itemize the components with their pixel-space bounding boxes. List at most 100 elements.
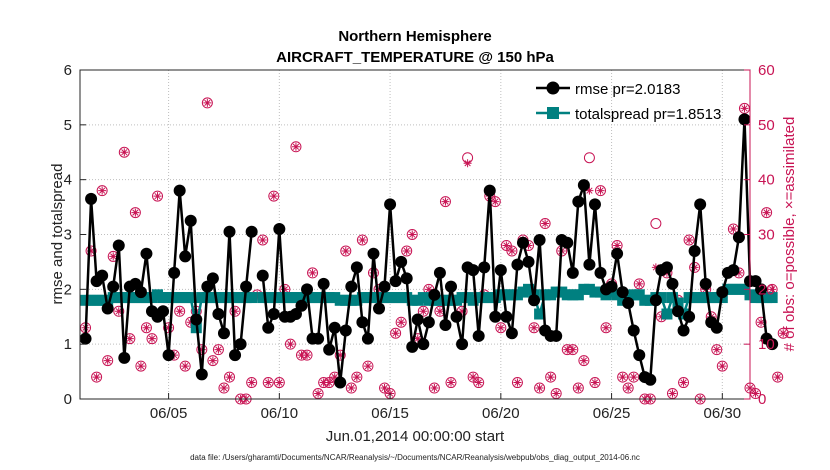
rmse-point bbox=[356, 316, 369, 329]
totalspread-point bbox=[185, 292, 197, 304]
totalspread-point bbox=[567, 289, 579, 301]
totalspread-point bbox=[401, 292, 413, 304]
totalspread-point bbox=[445, 294, 457, 306]
obs-possible-point bbox=[85, 245, 97, 257]
rmse-point bbox=[267, 308, 280, 321]
rmse-point bbox=[411, 313, 424, 326]
obs-possible-point bbox=[284, 338, 296, 350]
totalspread-point bbox=[129, 292, 141, 304]
rmse-point bbox=[755, 283, 768, 296]
obs-possible-point bbox=[174, 305, 186, 317]
obs-possible-point bbox=[506, 245, 518, 257]
rmse-point bbox=[212, 308, 225, 321]
obs-assimilated-point bbox=[668, 389, 677, 398]
obs-possible-point bbox=[218, 382, 230, 394]
rmse-point bbox=[444, 280, 457, 293]
rmse-point bbox=[732, 231, 745, 244]
x-tick-label: 06/05 bbox=[150, 405, 188, 422]
obs-possible-point bbox=[140, 322, 152, 334]
rmse-point bbox=[633, 349, 646, 362]
obs-assimilated-point bbox=[530, 323, 539, 332]
obs-assimilated-point bbox=[286, 340, 295, 349]
rmse-point bbox=[605, 280, 618, 293]
obs-possible-point bbox=[96, 185, 108, 197]
totalspread-point bbox=[467, 294, 479, 306]
totalspread-point bbox=[611, 289, 623, 301]
rmse-point bbox=[622, 297, 635, 310]
totalspread-point bbox=[534, 308, 546, 320]
obs-assimilated-point bbox=[546, 373, 555, 382]
y-right-tick-label: 10 bbox=[758, 336, 775, 353]
obs-assimilated-point bbox=[397, 318, 406, 327]
rmse-point bbox=[450, 310, 463, 323]
obs-possible-point bbox=[572, 382, 584, 394]
legend: rmse pr=2.0183 totalspread pr=1.8513 bbox=[536, 81, 721, 123]
obs-assimilated-point bbox=[208, 356, 217, 365]
obs-assimilated-point bbox=[458, 307, 467, 316]
obs-assimilated-point bbox=[391, 329, 400, 338]
obs-assimilated-point bbox=[142, 323, 151, 332]
obs-possible-point bbox=[500, 239, 512, 251]
obs-assimilated-point bbox=[779, 329, 788, 338]
rmse-point bbox=[384, 198, 397, 211]
rmse-point bbox=[649, 294, 662, 307]
totalspread-point bbox=[412, 294, 424, 306]
obs-assimilated-point bbox=[718, 362, 727, 371]
obs-possible-point bbox=[761, 207, 773, 219]
rmse-point bbox=[96, 269, 109, 282]
totalspread-point bbox=[506, 289, 518, 301]
totalspread-point bbox=[329, 292, 341, 304]
obs-assimilated-point bbox=[685, 235, 694, 244]
obs-assimilated-point bbox=[258, 235, 267, 244]
obs-possible-point bbox=[262, 377, 274, 389]
y-tick-label: 5 bbox=[64, 117, 72, 134]
rmse-point bbox=[195, 368, 208, 381]
obs-possible-point bbox=[583, 152, 595, 164]
rmse-point bbox=[422, 316, 435, 329]
x-tick-label: 06/15 bbox=[371, 405, 409, 422]
obs-assimilated-point bbox=[308, 268, 317, 277]
rmse-point bbox=[417, 338, 430, 351]
obs-assimilated-point bbox=[264, 378, 273, 387]
rmse-point bbox=[350, 261, 363, 274]
rmse-point bbox=[528, 294, 541, 307]
totalspread-point bbox=[384, 292, 396, 304]
obs-assimilated-point bbox=[269, 192, 278, 201]
rmse-point bbox=[577, 179, 590, 192]
rmse-point bbox=[162, 349, 175, 362]
obs-possible-series bbox=[80, 97, 789, 405]
y-axis-left: 0 1 2 3 4 5 6 bbox=[64, 62, 86, 408]
totalspread-point bbox=[689, 292, 701, 304]
obs-assimilated-point bbox=[120, 148, 129, 157]
obs-assimilated-point bbox=[651, 263, 660, 272]
totalspread-point bbox=[766, 292, 778, 304]
rmse-point bbox=[312, 332, 325, 345]
obs-assimilated-point bbox=[496, 323, 505, 332]
rmse-point bbox=[395, 255, 408, 268]
totalspread-point bbox=[417, 292, 429, 304]
y-tick-label: 0 bbox=[64, 391, 72, 408]
obs-possible-point bbox=[511, 377, 523, 389]
obs-assimilated-point bbox=[92, 373, 101, 382]
rmse-point bbox=[533, 233, 546, 246]
totalspread-point bbox=[107, 292, 119, 304]
rmse-point bbox=[168, 266, 181, 279]
obs-assimilated-point bbox=[347, 384, 356, 393]
legend-spread-marker bbox=[547, 107, 559, 119]
chart-title: Northern Hemisphere bbox=[338, 28, 491, 45]
x-tick-label: 06/25 bbox=[593, 405, 631, 422]
obs-assimilated-point bbox=[690, 263, 699, 272]
totalspread-point bbox=[273, 292, 285, 304]
obs-assimilated-point bbox=[402, 246, 411, 255]
totalspread-point bbox=[212, 292, 224, 304]
rmse-point bbox=[256, 269, 269, 282]
totalspread-point bbox=[229, 292, 241, 304]
obs-possible-point bbox=[628, 371, 640, 383]
totalspread-point bbox=[727, 283, 739, 295]
obs-possible-point bbox=[224, 371, 236, 383]
obs-assimilated-point bbox=[114, 307, 123, 316]
obs-possible-point bbox=[273, 377, 285, 389]
obs-possible-point bbox=[467, 371, 479, 383]
rmse-point bbox=[550, 329, 563, 342]
totalspread-point bbox=[351, 294, 363, 306]
